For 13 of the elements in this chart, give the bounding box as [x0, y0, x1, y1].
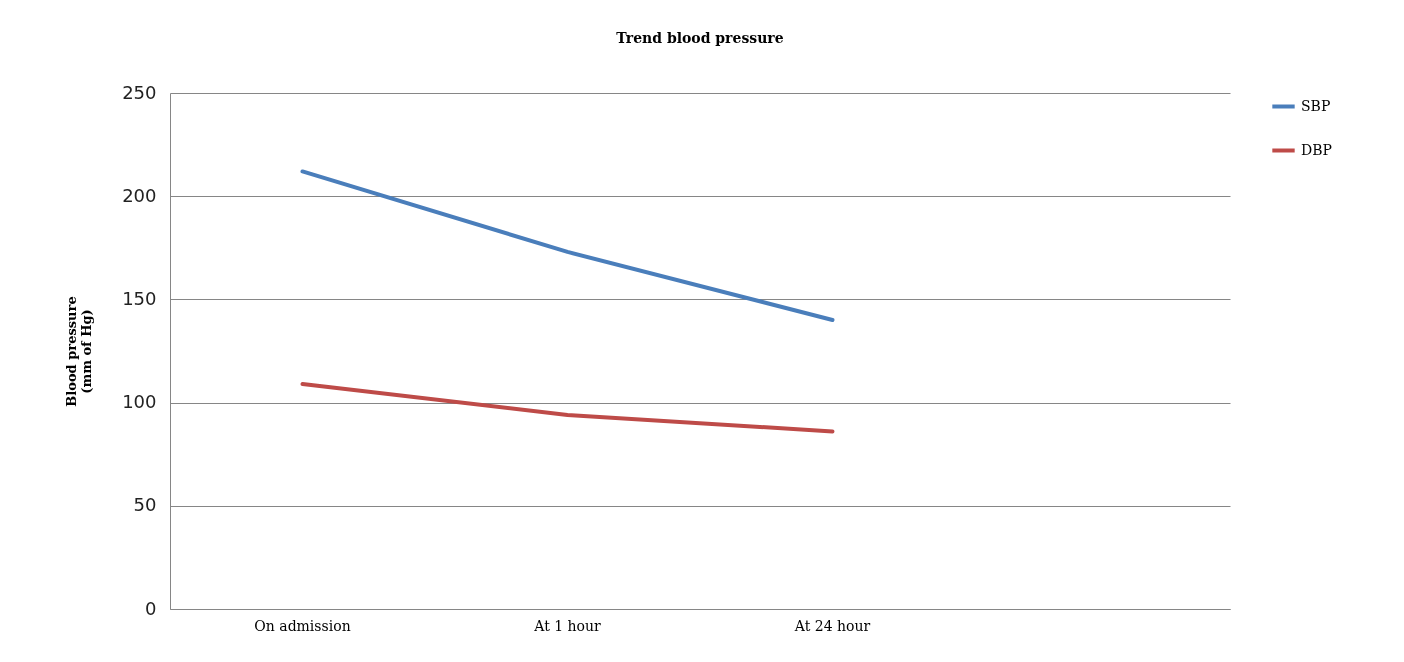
legend-label: SBP — [1301, 97, 1331, 114]
chart-title: Trend blood pressure — [616, 30, 784, 46]
y-tick-label: 150 — [122, 287, 157, 309]
y-tick-label: 250 — [122, 81, 157, 103]
legend-label: DBP — [1301, 141, 1332, 158]
y-tick-label: 0 — [145, 597, 157, 619]
y-tick-label: 100 — [122, 391, 157, 413]
x-tick-label: At 24 hour — [793, 617, 871, 634]
y-axis-title: Blood pressure (mm of Hg) — [64, 296, 95, 407]
x-tick-label: At 1 hour — [533, 617, 602, 634]
y-tick-label: 200 — [122, 184, 157, 206]
y-tick-label: 50 — [133, 494, 157, 516]
x-tick-label: On admission — [254, 617, 351, 634]
